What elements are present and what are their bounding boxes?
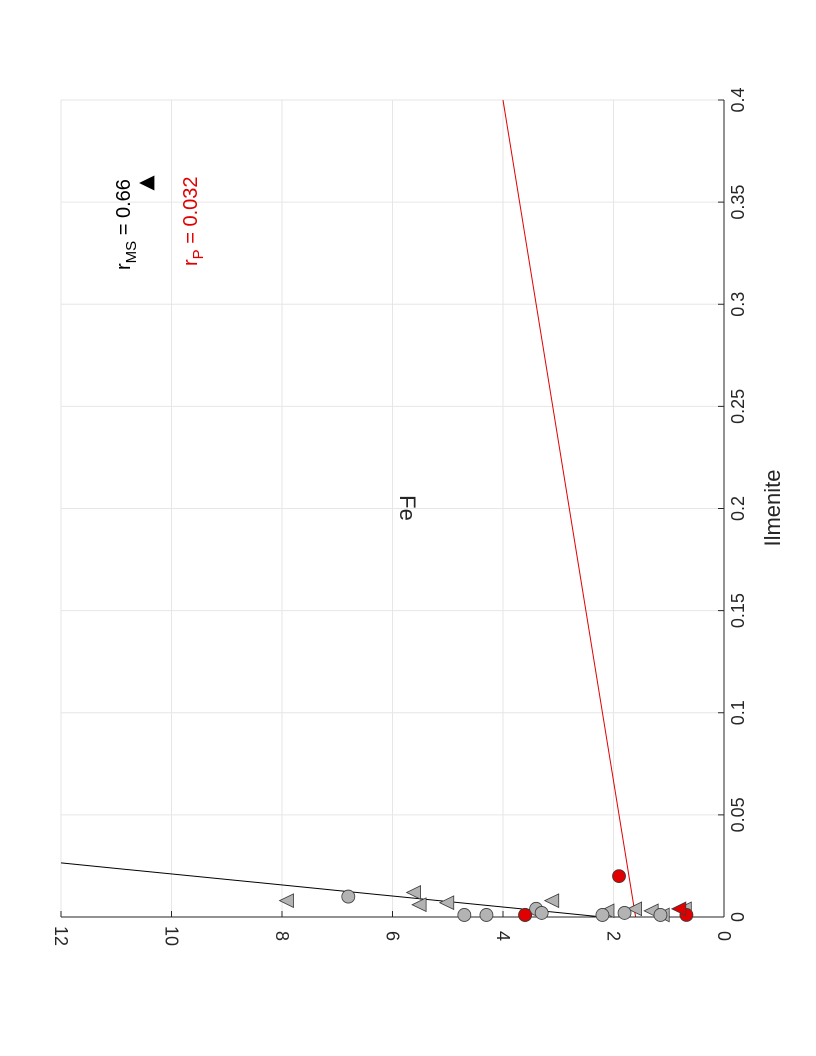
point-series-2-1 (518, 908, 532, 922)
annotation-p: rP = 0.032 (180, 176, 207, 266)
point-series-1-2 (479, 908, 494, 922)
x-tick-label-3: 0.15 (728, 593, 748, 628)
y-tick-label-0: 0 (714, 931, 734, 941)
data-points (278, 869, 694, 923)
point-series-0-3 (438, 895, 455, 911)
x-tick-label-0: 0 (728, 912, 748, 922)
x-tick-label-4: 0.2 (728, 496, 748, 521)
fit-lines (60, 99, 637, 918)
x-tick-label-5: 0.25 (728, 389, 748, 424)
point-series-0-6 (626, 901, 642, 917)
point-series-1-6 (595, 908, 610, 922)
annotation-marker-0 (139, 175, 155, 191)
point-series-1-5 (534, 906, 549, 920)
y-tick-label-2: 4 (493, 931, 513, 941)
tick-labels: 0 0.05 0.1 0.15 0.2 0.25 0.3 0.35 0.4 0 2 4 6 8 10 12 (51, 87, 748, 946)
annotation-ms-text: rMS = 0.66 (113, 179, 140, 270)
point-series-1-7 (617, 906, 632, 920)
fit-line-0 (60, 862, 603, 918)
y-tick-label-5: 10 (162, 926, 182, 946)
y-tick-label-6: 12 (51, 926, 71, 946)
x-tick-label-6: 0.3 (728, 292, 748, 317)
x-tick-label-1: 0.05 (728, 797, 748, 832)
point-series-0-2 (411, 897, 427, 913)
point-series-1-8 (653, 908, 668, 922)
x-tick-label-2: 0.1 (728, 700, 748, 725)
annotation-p-r: r (180, 259, 202, 266)
annotation-ms: rMS = 0.66 (113, 179, 140, 270)
point-series-1-0 (341, 889, 356, 904)
annotation-ms-value: = 0.66 (113, 179, 135, 241)
point-series-3-0 (670, 901, 687, 917)
point-series-0-4 (543, 893, 560, 909)
y-tick-label-4: 8 (272, 931, 292, 941)
annotation-ms-sub: MS (123, 241, 140, 264)
point-series-1-1 (457, 908, 472, 922)
point-series-0-1 (405, 885, 421, 900)
point-series-0-0 (278, 893, 294, 909)
y-tick-label-1: 2 (604, 931, 624, 941)
y-tick-label-3: 6 (383, 931, 403, 941)
annotation-markers (139, 175, 155, 191)
annotation-p-text: rP = 0.032 (180, 176, 207, 266)
annotation-p-value: = 0.032 (180, 176, 202, 249)
point-series-2-0 (612, 869, 626, 884)
annotation-p-sub: P (190, 249, 207, 259)
fit-line-1 (502, 99, 637, 918)
x-tick-label-7: 0.35 (728, 185, 748, 220)
y-axis-label: Fe (395, 495, 420, 521)
x-tick-label-8: 0.4 (728, 87, 748, 112)
x-axis-label: Ilmenite (760, 469, 785, 546)
annotation-ms-r: r (113, 263, 135, 270)
